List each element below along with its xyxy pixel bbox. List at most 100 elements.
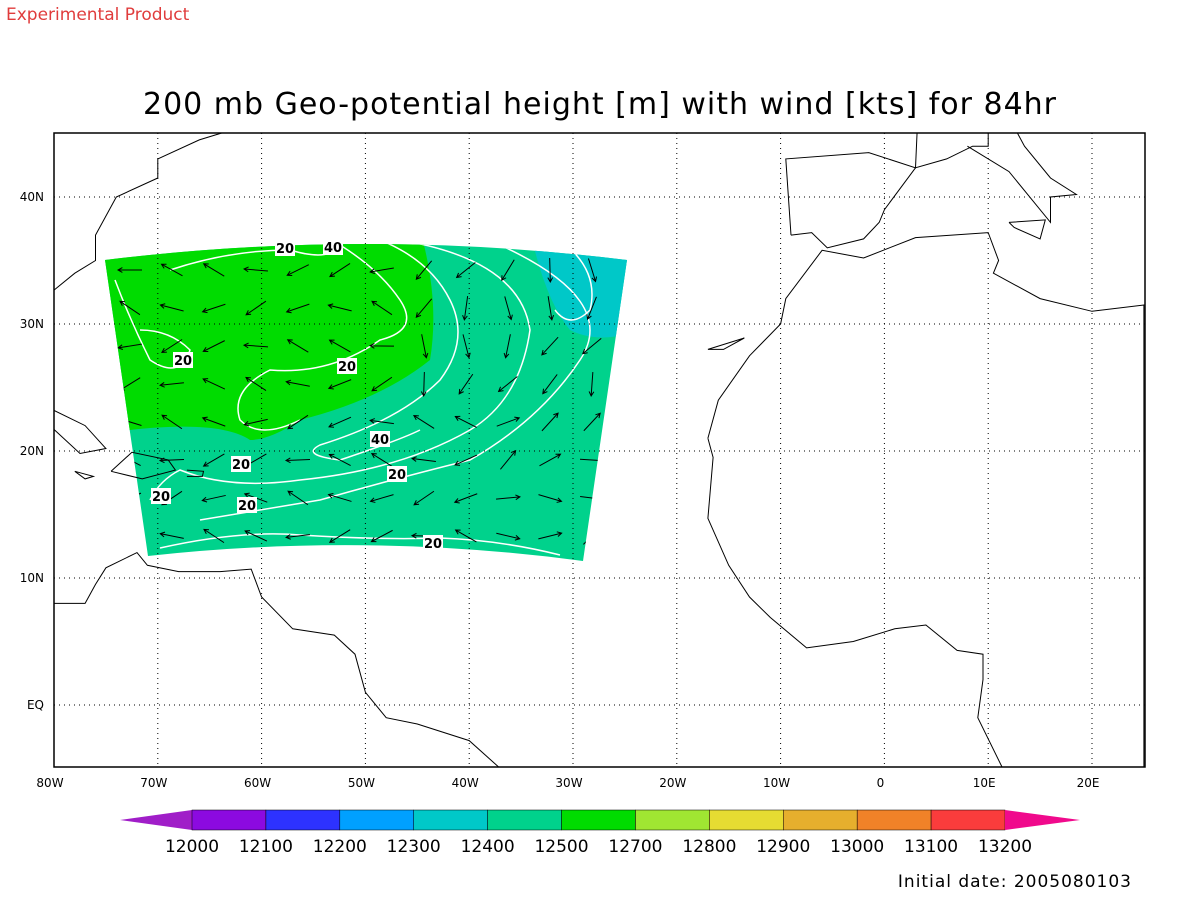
contour-line <box>312 244 459 461</box>
colorbar-label: 13200 <box>978 837 1032 857</box>
wind-arrow <box>503 334 511 359</box>
coastline <box>707 337 745 350</box>
colorbar-label: 13100 <box>904 837 958 857</box>
wind-arrow <box>369 418 394 425</box>
lat-label: 30N <box>20 317 44 331</box>
contour-label-bg <box>231 456 251 472</box>
wind-arrow <box>159 382 184 388</box>
wind-arrow <box>369 494 394 503</box>
wind-arrow <box>541 336 559 356</box>
contour-line <box>554 244 593 321</box>
coastline <box>785 133 989 249</box>
colorbar-label: 13000 <box>830 837 884 857</box>
shade-12500 <box>105 244 434 440</box>
wind-arrow <box>462 296 469 321</box>
contour-label: 20 <box>424 537 442 552</box>
wind-arrow <box>420 371 427 398</box>
coastline <box>707 232 1145 767</box>
coastline <box>54 133 224 291</box>
wind-arrow <box>453 493 478 504</box>
contour-label: 20 <box>174 354 192 369</box>
wind-arrow <box>328 529 351 543</box>
axis-labels: 80W 70W 60W 50W 40W 30W 20W 10W 0 10E 20E 40N 30N 20N… <box>20 190 1100 790</box>
colorbar-box <box>930 809 1006 831</box>
coastlines <box>54 133 1145 767</box>
wind-arrow <box>581 337 602 355</box>
wind-arrow <box>421 334 429 359</box>
lat-label: 20N <box>20 444 44 458</box>
colorbar-end <box>1005 810 1080 830</box>
wind-arrow <box>587 258 598 283</box>
wind-arrow <box>243 266 268 273</box>
colorbar-label: 12100 <box>239 837 293 857</box>
lon-label: 10W <box>763 776 790 790</box>
colorbar-box <box>487 809 562 831</box>
wind-arrow <box>415 298 433 318</box>
colorbar-box <box>191 809 267 831</box>
coastline <box>74 470 96 480</box>
contour-label-bg <box>370 431 390 447</box>
wind-arrow <box>201 303 226 314</box>
colorbar-label: 12500 <box>534 837 588 857</box>
contour-label: 40 <box>324 241 342 256</box>
contour-label-bg <box>151 488 171 504</box>
wind-arrow <box>286 339 309 353</box>
wind-arrow <box>245 300 267 316</box>
wind-arrow <box>501 259 515 282</box>
wind-arrow <box>412 415 435 429</box>
colorbar-box <box>783 809 858 831</box>
wind-arrows <box>116 257 606 545</box>
wind-arrow <box>497 376 518 393</box>
wind-arrow <box>370 453 393 467</box>
lat-label: 10N <box>20 571 44 585</box>
lon-label: 60W <box>244 776 271 790</box>
contour-label-bg <box>173 352 193 368</box>
wind-arrow <box>586 296 597 321</box>
contour-label-bg <box>275 240 295 256</box>
contour-label: 20 <box>338 360 356 375</box>
wind-arrow <box>547 296 555 321</box>
colorbar-label: 12700 <box>608 837 662 857</box>
wind-arrow <box>542 374 558 395</box>
wind-arrow <box>201 416 226 427</box>
height-shading <box>105 244 627 561</box>
wind-arrow <box>500 449 517 470</box>
wind-arrow <box>327 379 352 390</box>
wind-arrow <box>415 260 433 281</box>
contour-label-bg <box>387 466 407 482</box>
contour-label: 20 <box>388 468 406 483</box>
wind-arrow <box>462 334 471 359</box>
coastline <box>110 451 177 480</box>
wind-arrow <box>285 534 310 540</box>
contour-label: 40 <box>371 433 389 448</box>
wind-arrow <box>327 303 352 312</box>
wind-arrow <box>411 456 436 462</box>
colorbar-label: 12300 <box>387 837 441 857</box>
wind-arrow <box>547 257 554 284</box>
lon-label: 10E <box>973 776 996 790</box>
wind-arrow <box>202 263 225 277</box>
lon-label: 70W <box>140 776 167 790</box>
coastline <box>186 469 205 477</box>
colorbar-box <box>709 809 784 831</box>
wind-arrow <box>284 457 311 464</box>
wind-arrow <box>496 532 521 541</box>
wind-arrow <box>329 263 351 278</box>
wind-arrow <box>496 416 521 427</box>
lon-label: 0 <box>877 776 885 790</box>
wind-arrow <box>202 378 226 390</box>
wind-arrow <box>202 453 225 467</box>
colorbar-label: 12900 <box>756 837 810 857</box>
wind-arrow <box>287 414 309 430</box>
wind-arrow <box>327 493 352 502</box>
wind-arrow <box>328 339 351 353</box>
initial-date: Initial date: 2005080103 <box>898 872 1132 892</box>
wind-arrow <box>202 340 225 353</box>
lon-label: 20E <box>1077 776 1100 790</box>
wind-arrow <box>328 416 352 428</box>
wind-arrow <box>538 494 563 503</box>
wind-arrow <box>371 300 393 316</box>
coastline <box>1008 219 1046 240</box>
map-frame <box>53 132 1146 768</box>
